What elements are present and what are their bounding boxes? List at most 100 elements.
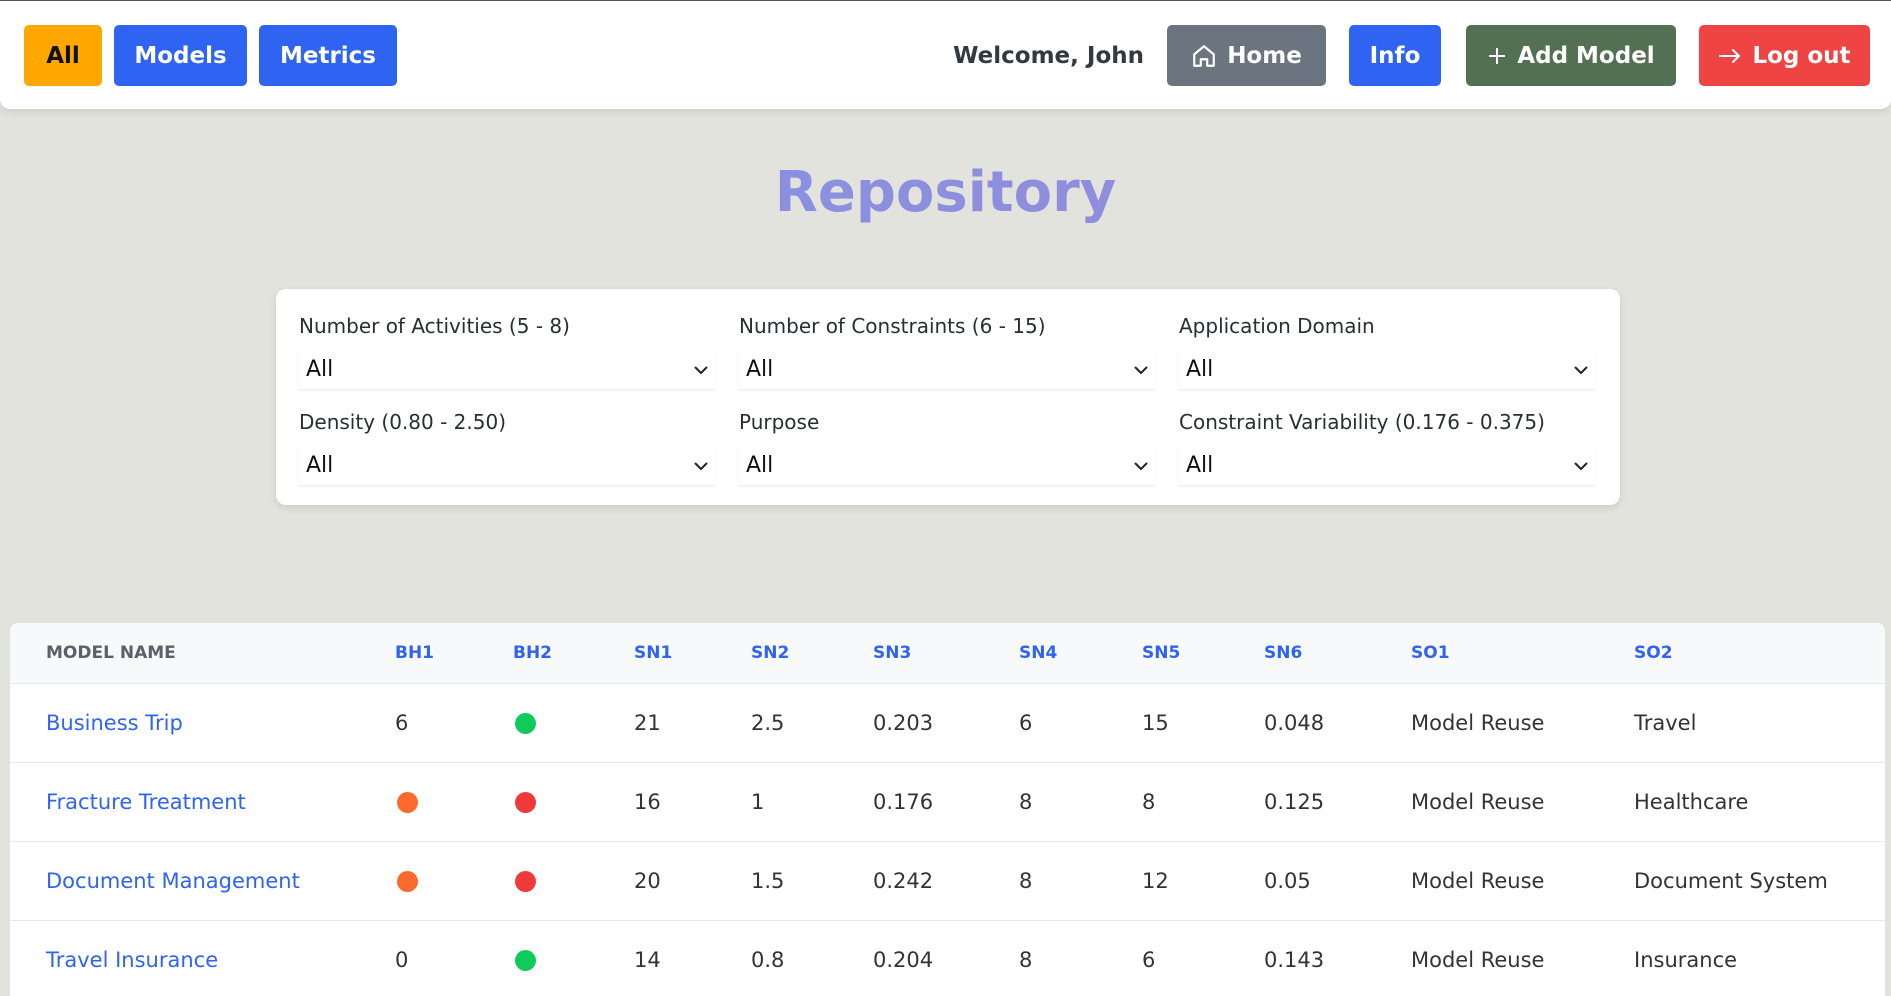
- cell-so1: Model Reuse: [1411, 869, 1545, 893]
- info-button-label: Info: [1369, 42, 1421, 69]
- cell-so1: Model Reuse: [1411, 790, 1545, 814]
- cell-sn3: 0.203: [873, 711, 934, 735]
- metrics-button[interactable]: Metrics: [259, 25, 397, 86]
- chevron-down-icon: [1134, 365, 1148, 374]
- filter-label: Constraint Variability (0.176 - 0.375): [1179, 410, 1545, 434]
- column-header-so2[interactable]: SO2: [1634, 643, 1673, 663]
- filter-constraint-variability: Constraint Variability (0.176 - 0.375) A…: [1179, 408, 1595, 486]
- chevron-down-icon: [694, 365, 708, 374]
- status-dot-orange: [397, 871, 418, 892]
- cell-so2: Insurance: [1634, 948, 1738, 972]
- cell-sn2: 2.5: [751, 711, 785, 735]
- cell-bh1: 0: [395, 948, 409, 972]
- table-header: MODEL NAME BH1 BH2 SN1 SN2 SN3 SN4 SN5 S…: [10, 623, 1885, 684]
- cell-bh1: 6: [395, 711, 409, 735]
- all-button-label: All: [46, 42, 80, 69]
- cell-so2: Document System: [1634, 869, 1828, 893]
- column-header-sn3[interactable]: SN3: [873, 643, 912, 663]
- column-header-sn5[interactable]: SN5: [1142, 643, 1181, 663]
- model-name-link[interactable]: Fracture Treatment: [46, 790, 246, 814]
- chevron-down-icon: [694, 461, 708, 470]
- cell-sn2: 0.8: [751, 948, 785, 972]
- models-button[interactable]: Models: [114, 25, 247, 86]
- cell-sn5: 15: [1142, 711, 1169, 735]
- cell-sn3: 0.176: [873, 790, 934, 814]
- model-name-link[interactable]: Travel Insurance: [46, 948, 219, 972]
- table-row: Document Management 20 1.5 0.242 8 12 0.05 Mode…: [10, 842, 1885, 921]
- cell-so2: Healthcare: [1634, 790, 1749, 814]
- status-dot-green: [515, 950, 536, 971]
- cell-so1: Model Reuse: [1411, 711, 1545, 735]
- purpose-select[interactable]: All: [739, 446, 1155, 486]
- column-header-sn4[interactable]: SN4: [1019, 643, 1058, 663]
- filter-activities: Number of Activities (5 - 8) All: [299, 312, 715, 390]
- cell-sn5: 8: [1142, 790, 1156, 814]
- model-name-link[interactable]: Business Trip: [46, 711, 183, 735]
- column-header-so1[interactable]: SO1: [1411, 643, 1450, 663]
- constraints-select[interactable]: All: [739, 350, 1155, 390]
- table-row: Business Trip 6 21 2.5 0.203 6 15 0.048 Model Re…: [10, 684, 1885, 763]
- column-header-sn6[interactable]: SN6: [1264, 643, 1303, 663]
- model-name-link[interactable]: Document Management: [46, 869, 300, 893]
- cell-sn3: 0.242: [873, 869, 934, 893]
- chevron-down-icon: [1574, 365, 1588, 374]
- home-button[interactable]: Home: [1167, 25, 1326, 86]
- cell-so1: Model Reuse: [1411, 948, 1545, 972]
- filter-constraints: Number of Constraints (6 - 15) All: [739, 312, 1155, 390]
- status-dot-orange: [397, 792, 418, 813]
- status-dot-green: [515, 713, 536, 734]
- filter-purpose: Purpose All: [739, 408, 1155, 486]
- add-model-button-label: Add Model: [1517, 42, 1655, 69]
- welcome-text: Welcome, John: [953, 42, 1144, 69]
- logout-button[interactable]: Log out: [1699, 25, 1870, 86]
- constraint-variability-select[interactable]: All: [1179, 446, 1595, 486]
- cell-sn4: 8: [1019, 869, 1033, 893]
- cell-sn4: 8: [1019, 948, 1033, 972]
- filter-density: Density (0.80 - 2.50) All: [299, 408, 715, 486]
- add-model-button[interactable]: Add Model: [1466, 25, 1676, 86]
- application-domain-select[interactable]: All: [1179, 350, 1595, 390]
- all-button[interactable]: All: [24, 25, 102, 86]
- column-header-sn1[interactable]: SN1: [634, 643, 673, 663]
- select-value: All: [746, 453, 774, 478]
- table-row: Fracture Treatment 16 1 0.176 8 8 0.125 Model R…: [10, 763, 1885, 842]
- models-table: MODEL NAME BH1 BH2 SN1 SN2 SN3 SN4 SN5 S…: [10, 623, 1885, 996]
- plus-icon: [1489, 47, 1506, 64]
- cell-sn1: 21: [634, 711, 661, 735]
- column-header-model-name[interactable]: MODEL NAME: [46, 643, 176, 663]
- cell-sn4: 6: [1019, 711, 1033, 735]
- select-value: All: [746, 357, 774, 382]
- chevron-down-icon: [1134, 461, 1148, 470]
- page-title: Repository: [0, 160, 1891, 225]
- filter-panel: Number of Activities (5 - 8) All Number …: [276, 289, 1620, 505]
- filter-label: Number of Constraints (6 - 15): [739, 314, 1046, 338]
- density-select[interactable]: All: [299, 446, 715, 486]
- cell-sn6: 0.125: [1264, 790, 1325, 814]
- cell-sn4: 8: [1019, 790, 1033, 814]
- select-value: All: [306, 453, 334, 478]
- home-button-label: Home: [1227, 42, 1302, 69]
- chevron-down-icon: [1574, 461, 1588, 470]
- cell-sn6: 0.048: [1264, 711, 1325, 735]
- cell-sn6: 0.143: [1264, 948, 1325, 972]
- select-value: All: [1186, 453, 1214, 478]
- filter-label: Purpose: [739, 410, 820, 434]
- info-button[interactable]: Info: [1349, 25, 1441, 86]
- cell-so2: Travel: [1634, 711, 1697, 735]
- status-dot-red: [515, 871, 536, 892]
- filter-label: Number of Activities (5 - 8): [299, 314, 570, 338]
- cell-sn1: 20: [634, 869, 661, 893]
- column-header-bh2[interactable]: BH2: [513, 643, 553, 663]
- cell-sn1: 14: [634, 948, 661, 972]
- column-header-sn2[interactable]: SN2: [751, 643, 790, 663]
- filter-label: Application Domain: [1179, 314, 1375, 338]
- column-header-bh1[interactable]: BH1: [395, 643, 435, 663]
- filter-label: Density (0.80 - 2.50): [299, 410, 506, 434]
- arrow-right-icon: [1719, 48, 1741, 63]
- status-dot-red: [515, 792, 536, 813]
- cell-sn3: 0.204: [873, 948, 934, 972]
- cell-sn5: 6: [1142, 948, 1156, 972]
- top-navbar: All Models Metrics Welcome, John Home In…: [0, 0, 1891, 109]
- activities-select[interactable]: All: [299, 350, 715, 390]
- select-value: All: [1186, 357, 1214, 382]
